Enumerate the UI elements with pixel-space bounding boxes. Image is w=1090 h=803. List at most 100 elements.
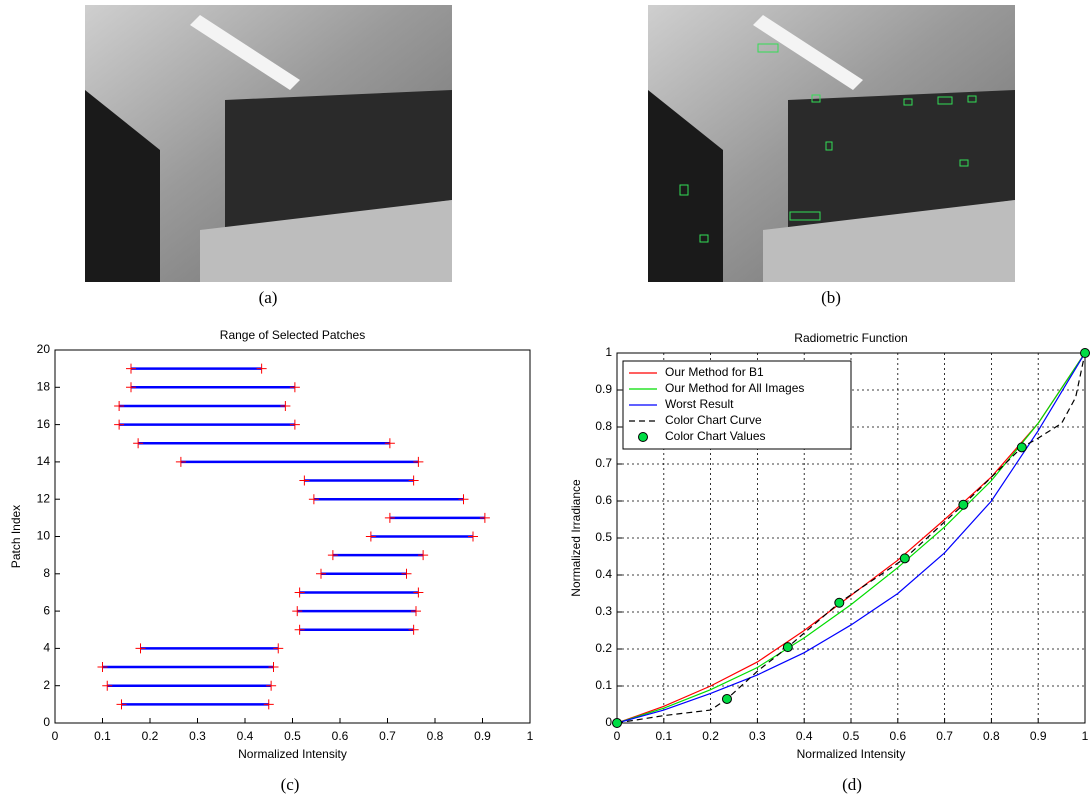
data-point xyxy=(834,597,845,608)
x-tick-label: 0.9 xyxy=(474,729,491,743)
range-high-marker xyxy=(479,512,490,523)
range-high-marker xyxy=(273,643,284,654)
photo-b xyxy=(648,5,1015,282)
x-tick-label: 0.5 xyxy=(843,729,860,743)
y-tick-label: 0.2 xyxy=(595,641,612,655)
x-tick-label: 1 xyxy=(1082,729,1089,743)
range-low-marker xyxy=(135,643,146,654)
range-high-marker xyxy=(289,382,300,393)
legend-label: Our Method for B1 xyxy=(665,365,764,379)
x-tick-label: 0.8 xyxy=(983,729,1000,743)
range-low-marker xyxy=(126,363,136,374)
caption: (d) xyxy=(842,775,862,794)
data-point xyxy=(721,693,732,704)
y-tick-label: 0.1 xyxy=(595,678,612,692)
x-tick-label: 0.1 xyxy=(94,729,111,743)
y-tick-label: 2 xyxy=(43,678,50,692)
y-tick-label: 0.3 xyxy=(595,604,612,618)
range-high-marker xyxy=(384,438,395,449)
line-series xyxy=(616,352,1086,724)
x-tick-label: 0.3 xyxy=(749,729,766,743)
x-tick-label: 0.5 xyxy=(284,729,301,743)
data-point xyxy=(612,718,622,728)
range-low-marker xyxy=(114,419,125,430)
y-tick-label: 0.4 xyxy=(595,567,612,581)
y-tick-label: 0.5 xyxy=(595,530,612,544)
data-point xyxy=(1080,348,1090,358)
x-tick-label: 0.1 xyxy=(655,729,672,743)
data-point xyxy=(782,642,793,653)
caption: (c) xyxy=(281,775,300,794)
range-low-marker xyxy=(133,438,144,449)
chart-title: Radiometric Function xyxy=(794,331,907,345)
x-tick-label: 0.4 xyxy=(796,729,813,743)
range-low-marker xyxy=(327,550,338,561)
plot-frame xyxy=(616,352,1086,724)
x-tick-label: 0 xyxy=(52,729,59,743)
y-tick-label: 12 xyxy=(37,491,51,505)
range-low-marker xyxy=(126,382,136,393)
photo-a xyxy=(85,5,452,282)
range-low-marker xyxy=(102,680,113,691)
y-tick-label: 14 xyxy=(37,454,51,468)
x-tick-label: 0.2 xyxy=(142,729,159,743)
range-low-marker xyxy=(294,587,305,598)
y-tick-label: 0.9 xyxy=(595,382,612,396)
range-low-marker xyxy=(365,531,376,542)
legend-label: Our Method for All Images xyxy=(665,381,804,395)
x-tick-label: 0 xyxy=(614,729,621,743)
line-series xyxy=(616,352,1086,724)
range-high-marker xyxy=(280,400,291,411)
x-axis-label: Normalized Intensity xyxy=(797,747,906,761)
data-point xyxy=(958,499,969,510)
range-low-marker xyxy=(316,568,326,579)
x-tick-label: 0.4 xyxy=(237,729,254,743)
range-high-marker xyxy=(401,568,412,579)
x-tick-label: 0.9 xyxy=(1030,729,1047,743)
range-high-marker xyxy=(458,494,469,505)
range-high-marker xyxy=(413,456,424,467)
x-tick-label: 0.7 xyxy=(936,729,953,743)
range-low-marker xyxy=(299,475,310,486)
y-tick-label: 16 xyxy=(37,417,51,431)
plot-frame xyxy=(54,349,531,724)
y-tick-label: 20 xyxy=(37,342,51,356)
data-point xyxy=(899,553,910,564)
y-tick-label: 4 xyxy=(43,641,50,655)
y-axis-label: Normalized Irradiance xyxy=(569,479,583,597)
y-tick-label: 10 xyxy=(37,529,51,543)
range-low-marker xyxy=(97,662,108,673)
caption: (a) xyxy=(259,288,278,307)
chart-title: Range of Selected Patches xyxy=(220,328,365,342)
y-tick-label: 0 xyxy=(605,715,612,729)
range-high-marker xyxy=(289,419,300,430)
range-high-marker xyxy=(418,550,429,561)
y-tick-label: 0 xyxy=(43,715,50,729)
x-tick-label: 0.2 xyxy=(702,729,719,743)
range-low-marker xyxy=(294,624,305,635)
y-tick-label: 1 xyxy=(605,345,612,359)
caption: (b) xyxy=(821,288,841,307)
x-tick-label: 0.8 xyxy=(427,729,444,743)
x-tick-label: 0.7 xyxy=(379,729,396,743)
y-tick-label: 18 xyxy=(37,379,51,393)
range-low-marker xyxy=(114,400,125,411)
x-axis-label: Normalized Intensity xyxy=(238,747,347,761)
x-tick-label: 0.6 xyxy=(889,729,906,743)
range-low-marker xyxy=(308,494,319,505)
x-tick-label: 0.3 xyxy=(189,729,206,743)
range-high-marker xyxy=(408,475,419,486)
y-axis-label: Patch Index xyxy=(9,505,23,568)
range-low-marker xyxy=(116,699,127,710)
data-point xyxy=(1016,442,1027,453)
y-tick-label: 0.6 xyxy=(595,493,612,507)
y-tick-label: 6 xyxy=(43,603,50,617)
range-high-marker xyxy=(408,624,419,635)
range-low-marker xyxy=(292,606,303,617)
range-high-marker xyxy=(263,699,274,710)
range-high-marker xyxy=(268,662,279,673)
range-high-marker xyxy=(266,680,277,691)
range-high-marker xyxy=(413,587,424,598)
y-tick-label: 0.7 xyxy=(595,456,612,470)
range-high-marker xyxy=(411,606,421,617)
